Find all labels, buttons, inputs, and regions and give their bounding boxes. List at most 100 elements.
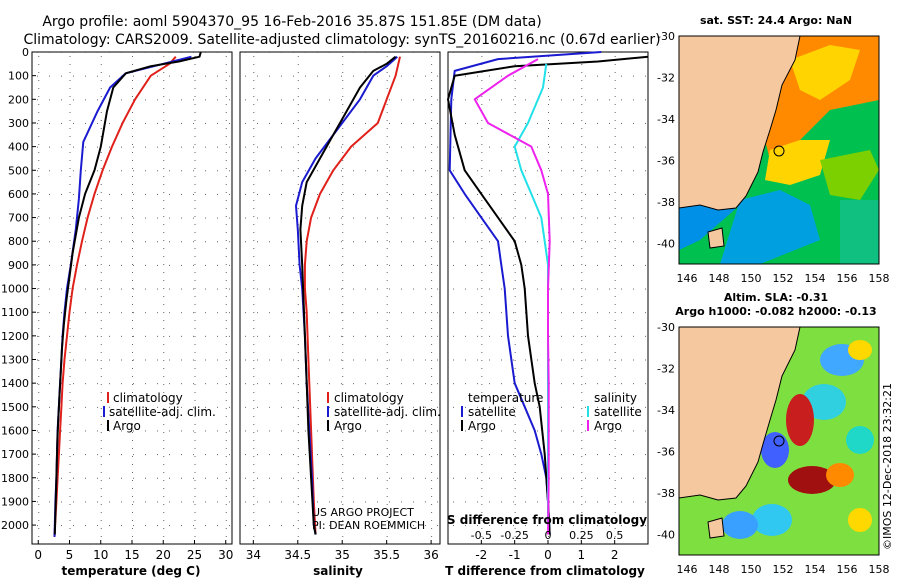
grid-dot	[431, 456, 433, 457]
legend-label-t-satellite: satellite	[468, 405, 516, 419]
grid-dot	[342, 496, 344, 497]
grid-dot	[431, 352, 433, 353]
grid-dot	[297, 392, 299, 393]
grid-dot	[100, 56, 102, 57]
grid-dot	[341, 430, 342, 432]
grid-dot	[297, 328, 299, 329]
grid-dot	[481, 160, 483, 161]
grid-dot	[100, 72, 102, 73]
grid-dot	[581, 104, 583, 105]
map-lat-tick-label: -34	[657, 113, 675, 126]
grid-dot	[194, 432, 196, 433]
grid-dot	[38, 296, 40, 297]
grid-dot	[69, 112, 71, 113]
grid-dot	[549, 288, 550, 290]
grid-dot	[548, 120, 549, 121]
grid-dot	[253, 168, 255, 169]
grid-dot	[413, 335, 414, 337]
grid-dot	[342, 336, 344, 337]
grid-dot	[425, 501, 426, 503]
grid-dot	[121, 99, 122, 101]
sst-map	[679, 36, 879, 264]
grid-dot	[377, 406, 378, 408]
grid-dot	[293, 146, 294, 148]
grid-dot	[163, 488, 165, 489]
grid-dot	[38, 464, 40, 465]
grid-dot	[386, 320, 388, 321]
grid-dot	[481, 120, 483, 121]
grid-dot	[194, 344, 196, 345]
grid-dot	[225, 152, 227, 153]
grid-dot	[163, 392, 165, 393]
grid-dot	[225, 320, 227, 321]
grid-dot	[69, 288, 71, 289]
grid-dot	[132, 152, 133, 153]
depth-tick-label: 1600	[1, 424, 29, 437]
grid-dot	[169, 241, 170, 243]
grid-dot	[163, 376, 165, 377]
grid-dot	[513, 122, 514, 124]
grid-dot	[132, 432, 133, 433]
sla-low-anomaly	[752, 504, 792, 536]
grid-dot	[465, 383, 466, 385]
grid-dot	[194, 520, 196, 521]
grid-dot	[645, 477, 646, 479]
grid-dot	[100, 360, 102, 361]
grid-dot	[481, 384, 483, 385]
grid-dot	[100, 80, 102, 81]
grid-dot	[69, 184, 71, 185]
grid-dot	[157, 122, 158, 124]
grid-dot	[614, 248, 616, 249]
grid-dot	[465, 52, 466, 53]
grid-dot	[513, 430, 514, 432]
grid-dot	[365, 359, 366, 361]
grid-dot	[85, 406, 86, 408]
grid-dot	[585, 122, 586, 124]
grid-dot	[100, 352, 102, 353]
grid-dot	[401, 217, 402, 219]
grid-dot	[100, 192, 102, 193]
grid-dot	[145, 217, 146, 219]
grid-dot	[342, 224, 344, 225]
grid-dot	[514, 152, 516, 153]
grid-dot	[342, 464, 344, 465]
grid-dot	[225, 520, 227, 521]
grid-dot	[525, 241, 526, 243]
grid-dot	[317, 454, 318, 456]
grid-dot	[305, 75, 306, 77]
map-lat-tick-label: -38	[657, 487, 675, 500]
grid-dot	[365, 525, 366, 527]
grid-dot	[297, 336, 299, 337]
grid-dot	[132, 504, 133, 505]
grid-dot	[548, 152, 549, 153]
grid-dot	[269, 122, 270, 124]
grid-dot	[193, 312, 194, 314]
grid-dot	[386, 136, 388, 137]
grid-dot	[85, 217, 86, 219]
grid-dot	[69, 64, 71, 65]
grid-dot	[269, 241, 270, 243]
grid-dot	[305, 454, 306, 456]
grid-dot	[38, 168, 40, 169]
grid-dot	[329, 241, 330, 243]
grid-dot	[614, 184, 616, 185]
grid-dot	[163, 344, 165, 345]
grid-dot	[257, 383, 258, 385]
difference-top-x-ticks: -0.5 -0.25 0 0.25 0.5	[471, 529, 624, 542]
grid-dot	[481, 136, 483, 137]
grid-dot	[317, 241, 318, 243]
grid-dot	[342, 152, 344, 153]
grid-dot	[132, 416, 133, 417]
grid-dot	[597, 288, 598, 290]
grid-dot	[525, 430, 526, 432]
grid-dot	[169, 193, 170, 195]
grid-dot	[573, 525, 574, 527]
grid-dot	[194, 248, 196, 249]
grid-dot	[132, 488, 133, 489]
grid-dot	[386, 384, 388, 385]
grid-dot	[281, 335, 282, 337]
grid-dot	[229, 193, 230, 195]
grid-dot	[431, 264, 433, 265]
grid-dot	[269, 288, 270, 290]
sla-x-ticks: 146 148 150 152 154 156 158	[677, 563, 890, 576]
